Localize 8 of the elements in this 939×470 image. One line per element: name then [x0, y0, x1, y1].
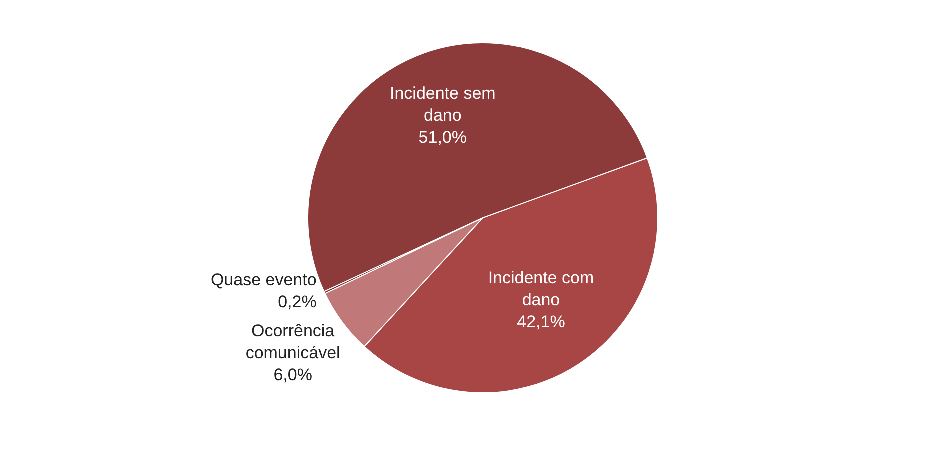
- data-label: 42,1%: [517, 312, 566, 332]
- slice-label: Ocorrência comunicável: [246, 322, 340, 363]
- slice-label: Incidente com dano: [488, 268, 594, 310]
- slice-label: Incidente sem dano: [390, 84, 496, 125]
- slice-label: Quase evento: [210, 270, 317, 290]
- data-label: 6,0%: [274, 366, 312, 385]
- data-label: 0,2%: [278, 292, 317, 312]
- data-label: 51,0%: [418, 128, 468, 147]
